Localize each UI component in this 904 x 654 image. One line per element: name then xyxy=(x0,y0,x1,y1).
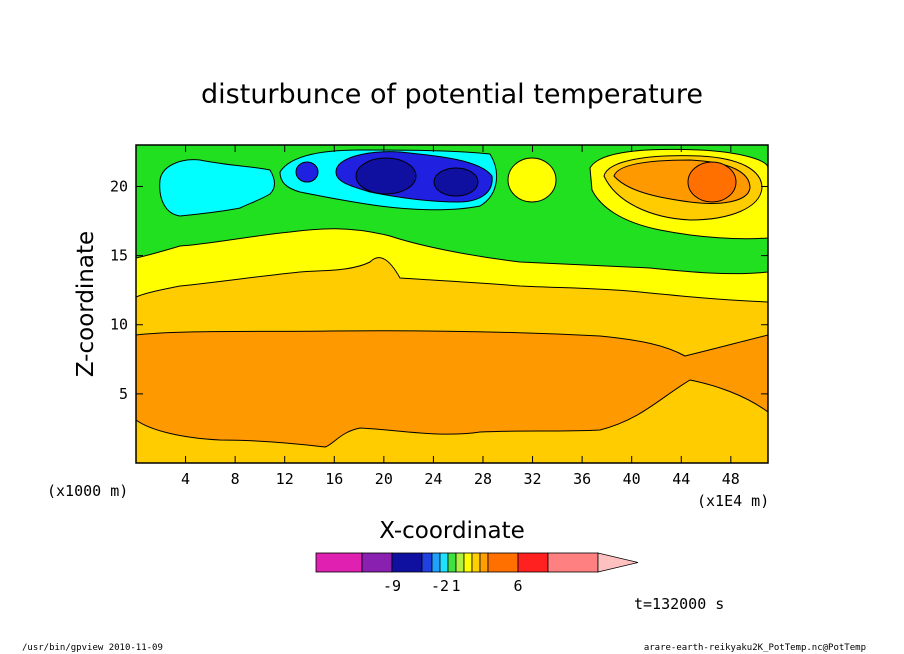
colorbar-arrow xyxy=(597,552,639,573)
colorbar-tick-label: 6 xyxy=(513,577,522,595)
x-tick-label: 32 xyxy=(524,470,542,488)
x-axis: 4 8 12 16 20 24 28 32 36 40 44 48 xyxy=(181,145,740,488)
y-axis-label: Z-coordinate xyxy=(73,231,99,377)
x-tick-label: 16 xyxy=(325,470,343,488)
colorbar-segment xyxy=(421,552,433,573)
colorbar-segment xyxy=(431,552,441,573)
x-tick-label: 24 xyxy=(424,470,442,488)
time-label: t=132000 s xyxy=(634,595,724,613)
contour-field xyxy=(136,145,768,463)
y-tick-label: 20 xyxy=(110,177,128,195)
colorbar-segment xyxy=(487,552,519,573)
colorbar-tick-label: -2 xyxy=(431,577,449,595)
y-tick-label: 10 xyxy=(110,316,128,334)
region-cyan-cells xyxy=(159,159,275,217)
region-orange-band xyxy=(136,330,768,448)
colorbar-segment xyxy=(463,552,473,573)
x-tick-label: 44 xyxy=(672,470,690,488)
colorbar-segment xyxy=(479,552,489,573)
colorbar xyxy=(315,552,639,573)
y-tick-label: 5 xyxy=(119,385,128,403)
region-dark-blue-cell-b xyxy=(433,167,479,197)
colorbar-segment xyxy=(391,552,423,573)
x-tick-label: 12 xyxy=(276,470,294,488)
y-axis: 5 10 15 20 xyxy=(110,177,768,403)
x-tick-label: 40 xyxy=(623,470,641,488)
x-units-label: (x1E4 m) xyxy=(697,492,769,510)
colorbar-tick-label: -9 xyxy=(383,577,401,595)
x-tick-label: 4 xyxy=(181,470,190,488)
colorbar-labels: -9 -2 1 6 xyxy=(383,577,523,595)
region-warm-core xyxy=(687,161,737,203)
colorbar-segment xyxy=(439,552,449,573)
colorbar-segment xyxy=(471,552,481,573)
colorbar-segment xyxy=(547,552,599,573)
x-tick-label: 20 xyxy=(375,470,393,488)
colorbar-segment xyxy=(361,552,393,573)
region-small-blue-cell xyxy=(295,161,319,183)
x-tick-label: 8 xyxy=(231,470,240,488)
y-units-label: (x1000 m) xyxy=(47,482,128,500)
x-tick-label: 36 xyxy=(573,470,591,488)
colorbar-tick-label: 1 xyxy=(451,577,460,595)
x-axis-label: X-coordinate xyxy=(379,518,525,544)
colorbar-segment xyxy=(517,552,549,573)
footer-right: arare-earth-reikyaku2K_PotTemp.nc@PotTem… xyxy=(644,643,866,653)
x-tick-label: 48 xyxy=(722,470,740,488)
colorbar-segment xyxy=(315,552,363,573)
colorbar-segment xyxy=(447,552,457,573)
x-tick-label: 28 xyxy=(474,470,492,488)
plot-frame xyxy=(135,144,769,464)
y-tick-label: 15 xyxy=(110,247,128,265)
footer-left: /usr/bin/gpview 2010-11-09 xyxy=(22,643,163,653)
region-dark-blue-cell-a xyxy=(355,157,417,195)
region-yellow-blob xyxy=(507,157,557,203)
colorbar-segment xyxy=(455,552,465,573)
chart-title: disturbunce of potential temperature xyxy=(201,79,703,110)
